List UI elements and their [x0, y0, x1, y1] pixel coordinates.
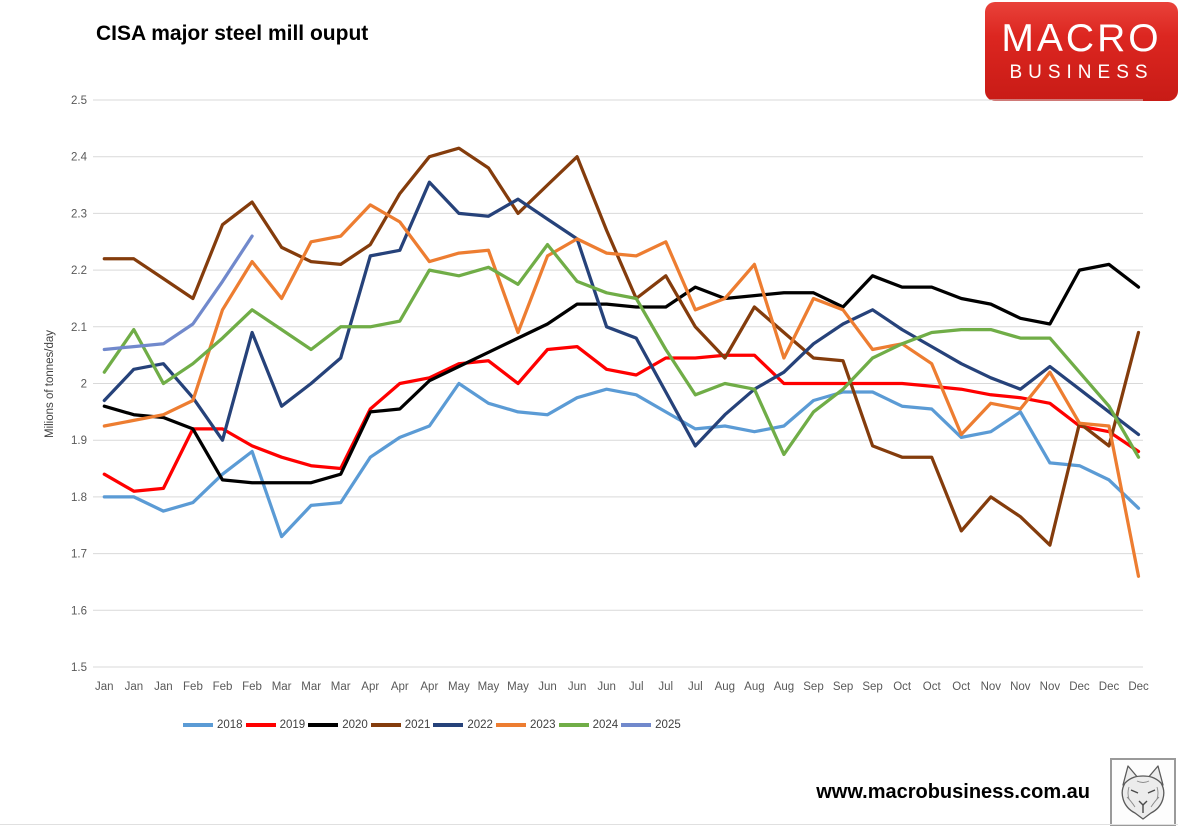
- x-axis-tick-label: Dec: [1128, 681, 1149, 693]
- x-axis-tick-label: Jan: [95, 681, 114, 693]
- x-axis-tick-label: Dec: [1099, 681, 1120, 693]
- x-axis-tick-label: Oct: [923, 681, 942, 693]
- x-axis-tick-label: Sep: [833, 681, 853, 693]
- y-axis-tick-label: 2.1: [71, 322, 87, 334]
- y-axis-tick-label: 2.3: [71, 208, 87, 220]
- x-axis-tick-label: Apr: [420, 681, 438, 693]
- x-axis-tick-label: Jun: [538, 681, 557, 693]
- legend-label: 2025: [655, 719, 681, 731]
- legend-swatch-2023: [495, 723, 526, 727]
- legend-swatch-2025: [621, 723, 652, 727]
- series-line-2020: [102, 262, 1141, 485]
- x-axis-tick-label: Feb: [183, 681, 203, 693]
- chart-legend: 2018 2019 2020 2021 2022 2023 2024 2025: [183, 719, 684, 731]
- y-axis-tick-label: 2: [81, 379, 87, 391]
- x-axis-tick-label: Sep: [803, 681, 823, 693]
- legend-item-2024: 2024: [558, 719, 619, 731]
- x-axis-tick-label: Nov: [1010, 681, 1031, 693]
- x-axis-tick-label: Sep: [862, 681, 882, 693]
- x-axis-tick-label: Aug: [774, 681, 794, 693]
- legend-label: 2020: [342, 719, 368, 731]
- x-axis-tick-label: Aug: [744, 681, 764, 693]
- x-axis-tick-label: Nov: [981, 681, 1002, 693]
- x-axis-tick-label: Mar: [331, 681, 351, 693]
- legend-item-2021: 2021: [370, 719, 431, 731]
- fox-logo-box: [1110, 758, 1176, 826]
- legend-swatch-2018: [183, 723, 213, 727]
- legend-swatch-2020: [308, 723, 339, 727]
- series-line-2022: [102, 180, 1141, 448]
- x-axis-tick-label: Jun: [597, 681, 616, 693]
- y-axis-tick-label: 2.4: [71, 152, 88, 164]
- brand-macro-text: MACRO: [1001, 17, 1162, 60]
- y-axis-title: Milions of tonnes/day: [44, 330, 56, 438]
- x-axis-tick-label: Mar: [272, 681, 292, 693]
- y-axis-tick-label: 1.7: [71, 549, 87, 561]
- legend-item-2022: 2022: [433, 719, 493, 731]
- legend-label: 2024: [592, 719, 619, 731]
- legend-label: 2022: [467, 719, 493, 731]
- fox-sketch-icon: [1121, 765, 1165, 820]
- x-axis-tick-label: Dec: [1069, 681, 1090, 693]
- series-line-2021: [102, 146, 1141, 547]
- x-axis-tick-label: Oct: [893, 681, 912, 693]
- x-axis-tick-label: Apr: [391, 681, 409, 693]
- x-axis-tick-label: Jun: [568, 681, 587, 693]
- legend-item-2025: 2025: [621, 719, 681, 731]
- series-line-2025: [102, 234, 254, 352]
- x-axis-tick-label: Nov: [1040, 681, 1061, 693]
- y-axis-tick-label: 1.8: [71, 492, 87, 504]
- x-axis-tick-label: Jul: [688, 681, 703, 693]
- series-line-2018: [102, 381, 1141, 539]
- legend-item-2023: 2023: [495, 719, 556, 731]
- x-axis-tick-label: Oct: [952, 681, 971, 693]
- x-axis-tick-label: Jan: [125, 681, 144, 693]
- x-axis-tick-label: May: [507, 681, 529, 693]
- legend-item-2018: 2018: [183, 719, 243, 731]
- x-axis-tick-label: Jan: [154, 681, 173, 693]
- legend-swatch-2021: [370, 723, 401, 727]
- y-axis-tick-label: 1.6: [71, 605, 87, 617]
- legend-label: 2023: [529, 719, 556, 731]
- x-axis-tick-label: Feb: [242, 681, 262, 693]
- legend-label: 2021: [404, 719, 431, 731]
- series-line-2019: [102, 344, 1141, 493]
- legend-swatch-2022: [433, 723, 464, 727]
- y-axis-tick-label: 2.5: [71, 95, 87, 107]
- legend-item-2020: 2020: [308, 719, 368, 731]
- x-axis-tick-label: May: [448, 681, 470, 693]
- legend-label: 2018: [217, 719, 243, 731]
- series-line-2023: [102, 203, 1141, 578]
- legend-label: 2019: [279, 719, 306, 731]
- line-chart: 2.5 2.4 2.3 2.2 2.1 2 1.9 1.8 1.7 1.6 1.5 Jan Jan Jan…: [44, 95, 1149, 693]
- x-axis-tick-label: Apr: [361, 681, 379, 693]
- legend-swatch-2024: [558, 723, 589, 727]
- x-axis-tick-label: Jul: [658, 681, 673, 693]
- x-axis-tick-label: Jul: [629, 681, 644, 693]
- y-axis-tick-label: 1.5: [71, 662, 87, 674]
- website-url: www.macrobusiness.com.au: [816, 781, 1090, 803]
- brand-business-text: BUSINESS: [1009, 62, 1154, 83]
- macrobusiness-logo: MACRO BUSINESS: [985, 2, 1178, 101]
- x-axis-tick-label: Aug: [715, 681, 735, 693]
- y-axis-tick-label: 2.2: [71, 265, 87, 277]
- x-axis-tick-label: Feb: [213, 681, 233, 693]
- legend-swatch-2019: [245, 723, 276, 727]
- bottom-divider: [0, 824, 1178, 825]
- series-line-2024: [102, 242, 1141, 459]
- x-axis-tick-label: Mar: [301, 681, 321, 693]
- chart-title: CISA major steel mill ouput: [96, 22, 369, 45]
- y-axis-tick-label: 1.9: [71, 435, 87, 447]
- x-axis-tick-label: May: [478, 681, 500, 693]
- legend-item-2019: 2019: [245, 719, 306, 731]
